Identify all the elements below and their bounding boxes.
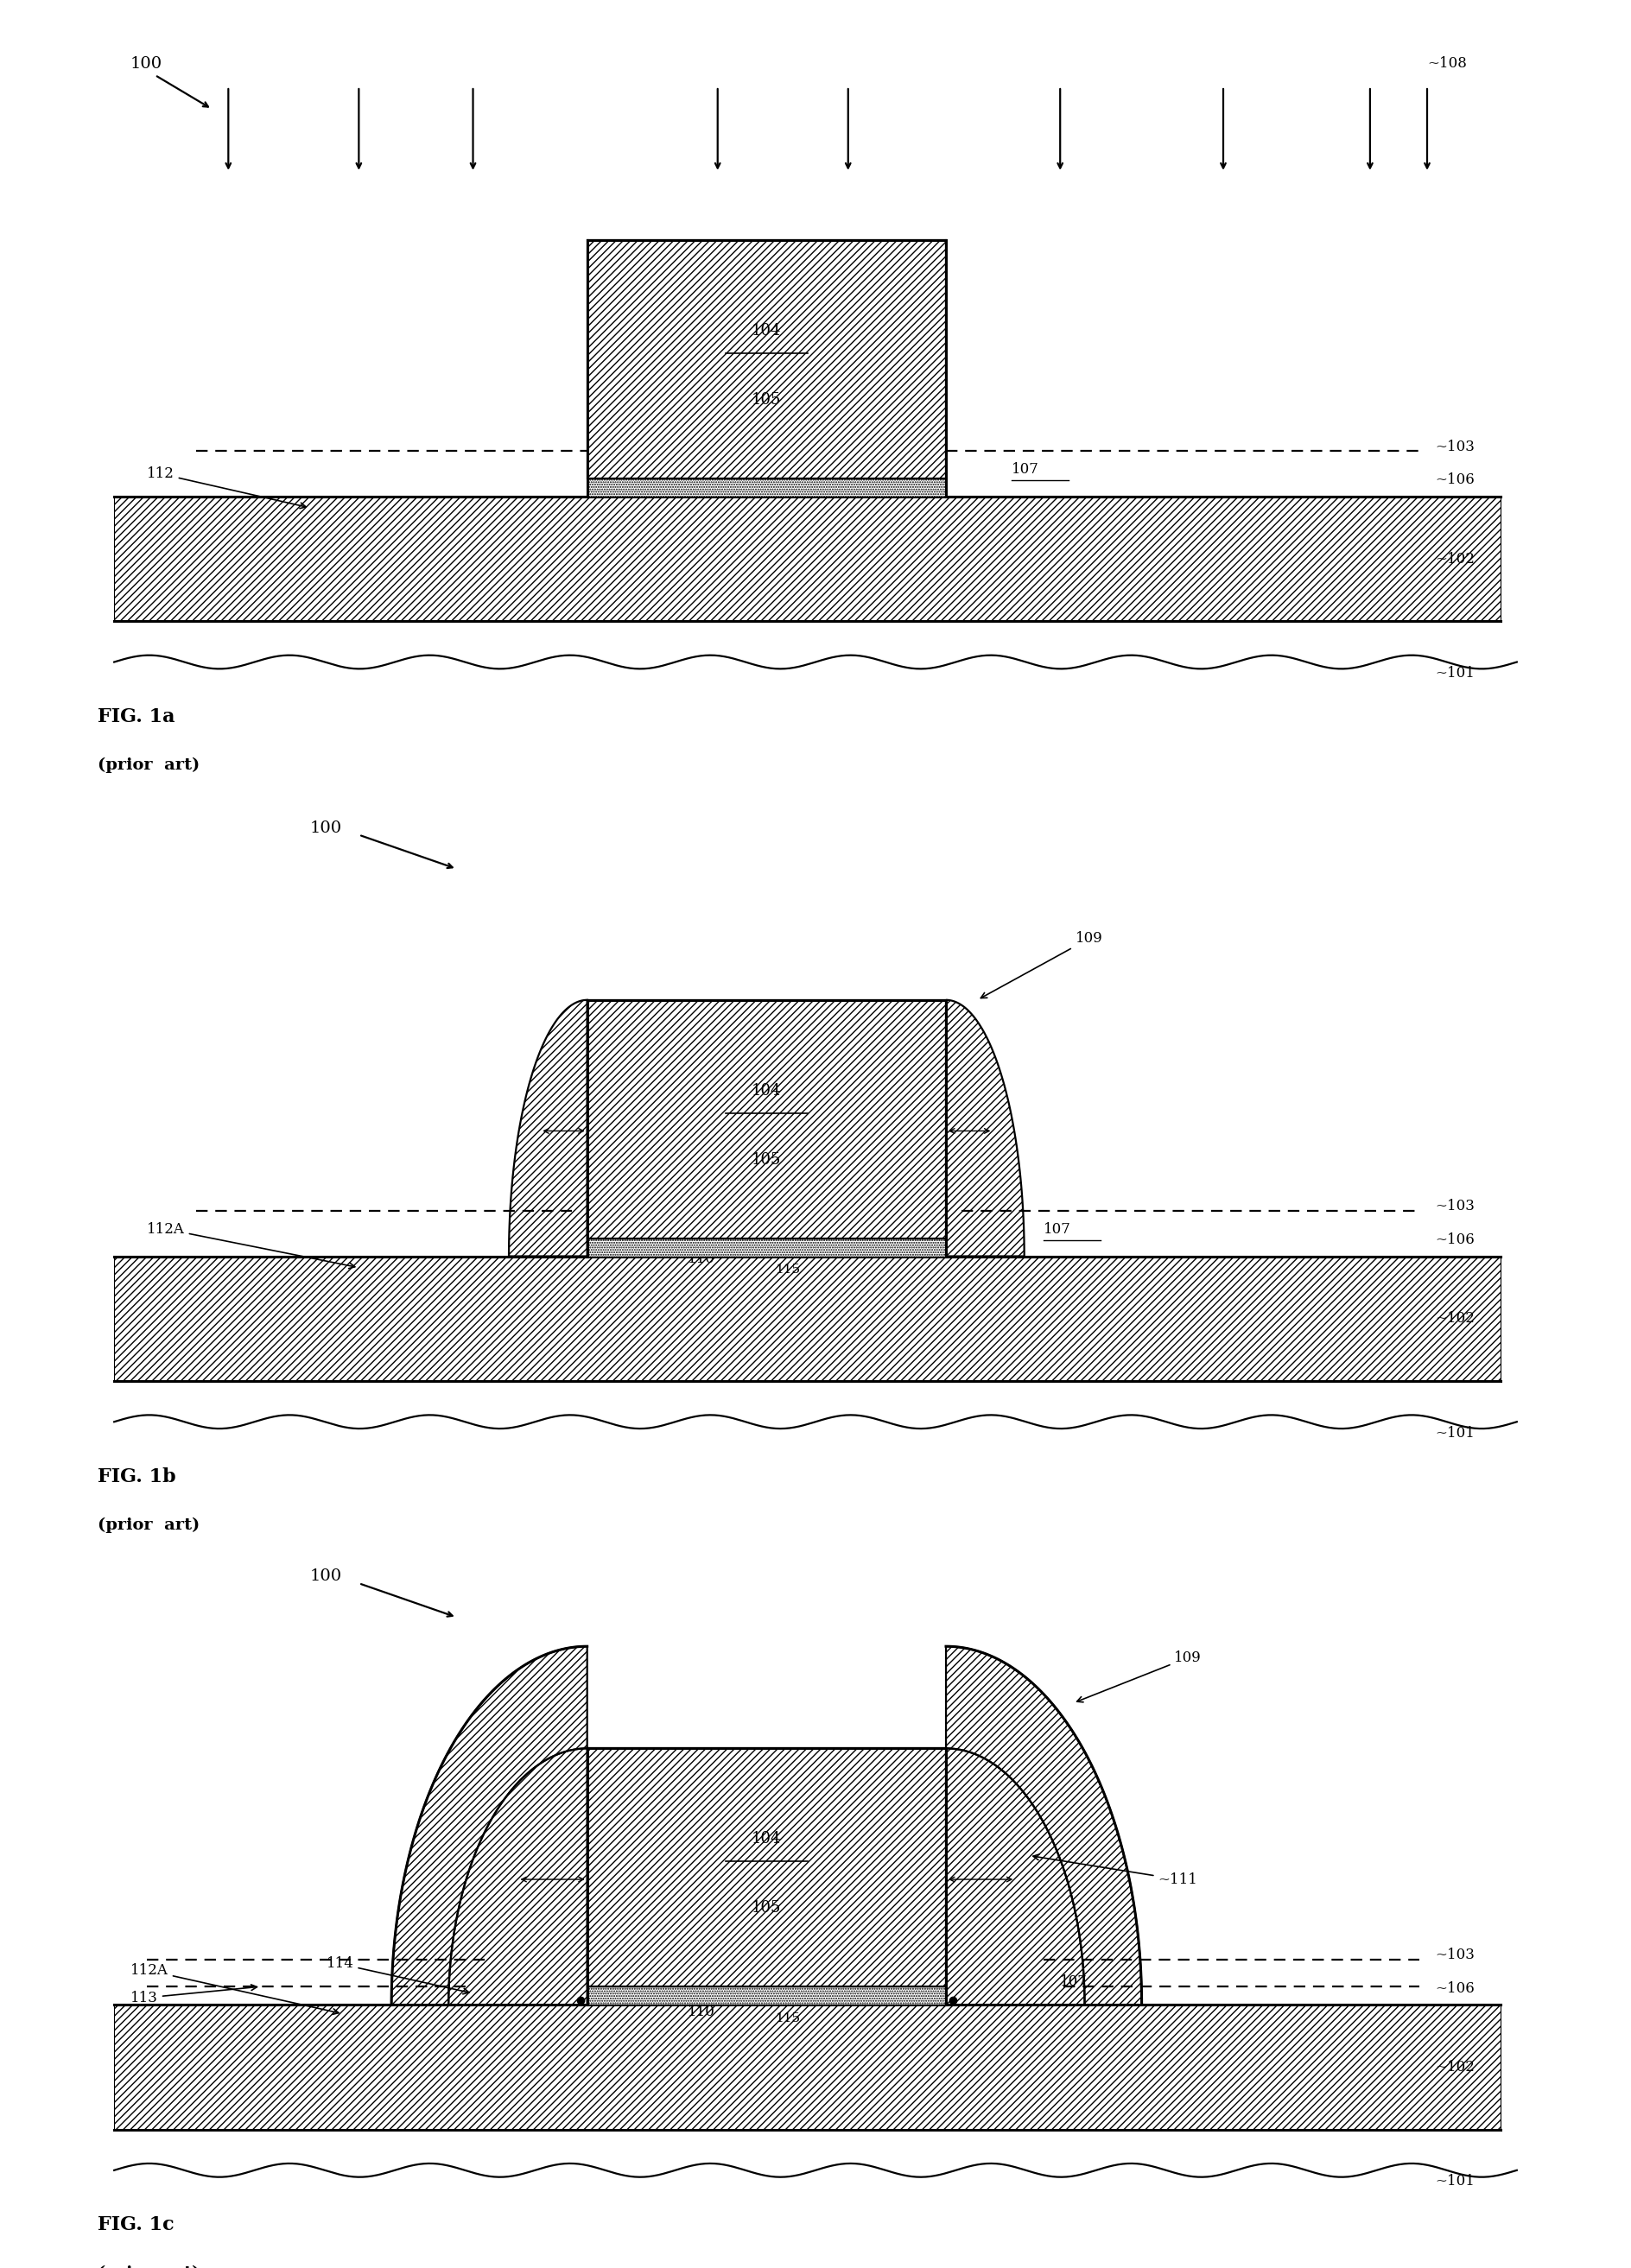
Polygon shape (391, 1647, 587, 2005)
Text: 109: 109 (1076, 1651, 1202, 1701)
Text: ~102: ~102 (1435, 2059, 1474, 2075)
Text: 107: 107 (1060, 1975, 1088, 1989)
Text: 113: 113 (130, 1984, 258, 2005)
Bar (587, 1749, 946, 1987)
Bar (114, 1256, 1501, 1381)
Bar (114, 2005, 1501, 2130)
Text: 114: 114 (326, 1957, 470, 1994)
Text: ~103: ~103 (1435, 1200, 1474, 1213)
Text: FIG. 1b: FIG. 1b (98, 1467, 176, 1486)
Text: 112A: 112A (147, 1222, 356, 1268)
Text: 109: 109 (980, 932, 1103, 998)
Text: 112A: 112A (130, 1964, 339, 2014)
Bar (587, 479, 946, 497)
Text: ~106: ~106 (1435, 472, 1474, 488)
Polygon shape (946, 1000, 1024, 1256)
Text: 105: 105 (752, 1152, 781, 1168)
Text: ~106: ~106 (1435, 1980, 1474, 1996)
Text: ~108: ~108 (1427, 57, 1466, 70)
Text: (prior  art): (prior art) (98, 1517, 201, 1533)
Text: 107: 107 (1011, 463, 1039, 476)
Bar (587, 1238, 946, 1256)
Text: 104: 104 (752, 1082, 781, 1098)
Text: 104: 104 (752, 322, 781, 338)
Text: 100: 100 (310, 1569, 343, 1585)
Polygon shape (449, 1749, 587, 2005)
Polygon shape (946, 1647, 1142, 2005)
Polygon shape (509, 1000, 587, 1256)
Bar (587, 1987, 946, 2005)
Text: 115: 115 (775, 1263, 799, 1277)
Text: 100: 100 (310, 821, 343, 837)
Text: ~102: ~102 (1435, 551, 1474, 567)
Text: (prior  art): (prior art) (98, 2266, 201, 2268)
Text: ~111: ~111 (1032, 1855, 1197, 1887)
Polygon shape (946, 1749, 1085, 2005)
Text: ~103: ~103 (1435, 1948, 1474, 1962)
Text: 112: 112 (147, 467, 307, 508)
Bar (114, 497, 1501, 621)
Text: ~101: ~101 (1435, 2175, 1474, 2189)
Text: FIG. 1c: FIG. 1c (98, 2216, 175, 2234)
Text: ~103: ~103 (1435, 440, 1474, 454)
Text: ~106: ~106 (1435, 1232, 1474, 1247)
Text: FIG. 1a: FIG. 1a (98, 708, 175, 726)
Text: 110: 110 (688, 1252, 714, 1266)
Text: ~101: ~101 (1435, 1427, 1474, 1440)
Text: 107: 107 (1044, 1222, 1072, 1236)
Bar (587, 1000, 946, 1238)
Text: ~101: ~101 (1435, 667, 1474, 680)
Text: (prior  art): (prior art) (98, 758, 201, 773)
Text: 110: 110 (688, 2005, 714, 2019)
Text: 115: 115 (775, 2012, 799, 2025)
Text: 100: 100 (130, 57, 163, 73)
Bar (587, 240, 946, 479)
Text: ~102: ~102 (1435, 1311, 1474, 1327)
Text: 105: 105 (752, 392, 781, 408)
Text: 104: 104 (752, 1830, 781, 1846)
Text: 105: 105 (752, 1901, 781, 1916)
